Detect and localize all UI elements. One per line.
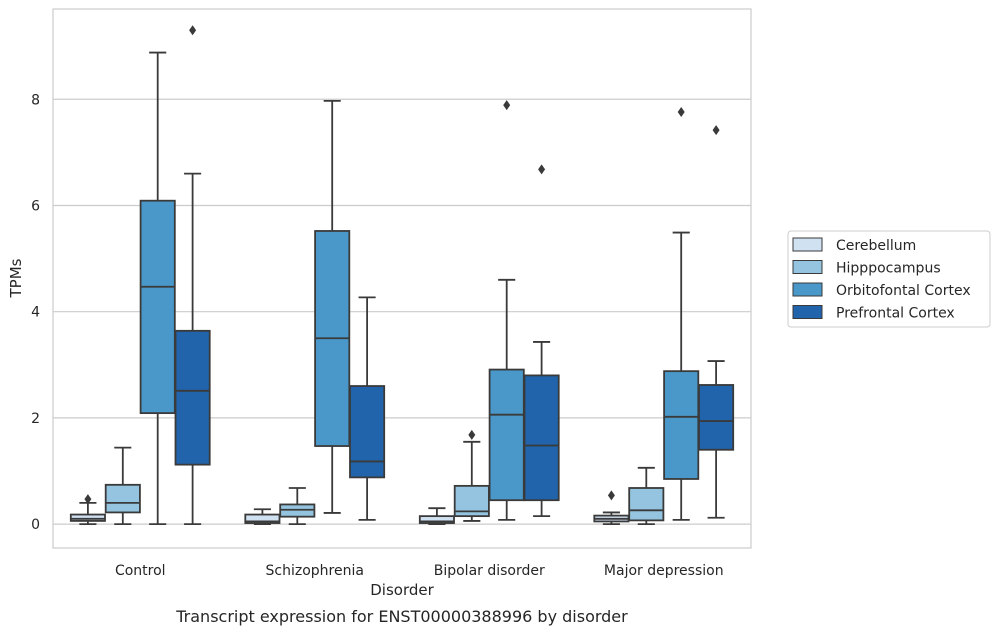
box-iqr bbox=[139, 199, 176, 415]
legend-swatch-3 bbox=[792, 305, 823, 319]
box-1-3 bbox=[349, 296, 386, 521]
box-3-0 bbox=[593, 490, 630, 526]
box-iqr bbox=[488, 368, 525, 502]
box-3-2 bbox=[663, 107, 700, 521]
outlier-point bbox=[677, 107, 685, 118]
y-tick-label-6: 6 bbox=[31, 198, 40, 214]
y-axis-ticks: 0 2 4 6 8 bbox=[31, 92, 40, 533]
x-tick-label-1: Schizophrenia bbox=[266, 563, 364, 579]
legend-swatch-1 bbox=[792, 260, 823, 274]
y-tick-label-2: 2 bbox=[31, 411, 40, 427]
legend-swatch-0 bbox=[792, 237, 823, 252]
box-2-2 bbox=[488, 100, 525, 521]
box-1-2 bbox=[314, 99, 351, 514]
outlier-point bbox=[503, 100, 511, 111]
legend-label-1: Hipppocampus bbox=[836, 261, 941, 277]
legend: Cerebellum Hipppocampus Orbitofontal Corte… bbox=[787, 230, 991, 328]
box-iqr bbox=[174, 329, 211, 466]
outlier-point bbox=[607, 490, 615, 501]
legend-frame bbox=[787, 230, 991, 328]
outlier-point bbox=[538, 164, 546, 175]
box-1-1 bbox=[279, 487, 316, 526]
box-0-3 bbox=[174, 25, 211, 526]
box-iqr bbox=[628, 487, 665, 522]
box-iqr bbox=[244, 513, 281, 524]
box-iqr bbox=[523, 374, 560, 502]
x-tick-label-2: Bipolar disorder bbox=[434, 563, 545, 579]
box-plot-area bbox=[69, 25, 735, 526]
legend-label-0: Cerebellum bbox=[836, 238, 916, 254]
x-tick-label-0: Control bbox=[115, 563, 166, 579]
box-3-3 bbox=[698, 125, 735, 519]
y-tick-label-4: 4 bbox=[31, 305, 40, 321]
legend-label-3: Prefrontal Cortex bbox=[836, 306, 955, 322]
y-tick-label-0: 0 bbox=[31, 517, 40, 533]
box-2-3 bbox=[523, 164, 560, 518]
chart-caption: Transcript expression for ENST0000038899… bbox=[175, 607, 628, 626]
x-tick-label-3: Major depression bbox=[604, 563, 724, 579]
box-iqr bbox=[418, 515, 455, 524]
outlier-point bbox=[468, 429, 476, 440]
box-iqr bbox=[349, 385, 386, 479]
box-1-0 bbox=[244, 508, 281, 526]
plot-frame bbox=[52, 8, 752, 549]
box-iqr bbox=[69, 513, 106, 522]
x-axis-label: Disorder bbox=[370, 581, 434, 599]
box-iqr bbox=[104, 483, 141, 514]
box-3-1 bbox=[628, 466, 665, 526]
box-0-2 bbox=[139, 51, 176, 526]
outlier-point bbox=[84, 494, 92, 505]
box-0-0 bbox=[69, 494, 106, 526]
box-2-1 bbox=[453, 429, 490, 522]
box-iqr bbox=[663, 370, 700, 480]
box-2-0 bbox=[418, 507, 455, 526]
legend-swatch-2 bbox=[792, 282, 823, 297]
legend-label-2: Orbitofontal Cortex bbox=[836, 283, 971, 299]
outlier-point bbox=[712, 125, 720, 136]
y-tick-label-8: 8 bbox=[31, 92, 40, 108]
x-axis-ticks: Control Schizophrenia Bipolar disorder Majo… bbox=[115, 563, 724, 579]
y-axis-label: TPMs bbox=[7, 258, 25, 298]
box-0-1 bbox=[104, 446, 141, 526]
box-iqr bbox=[698, 384, 735, 451]
outlier-point bbox=[189, 25, 197, 36]
